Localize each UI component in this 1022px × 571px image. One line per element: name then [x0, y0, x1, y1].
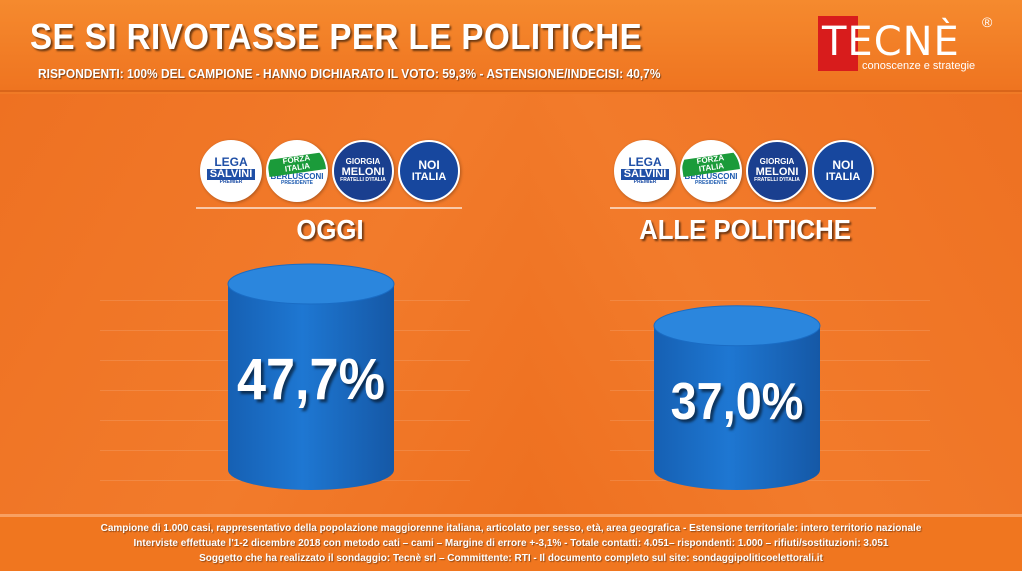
- footer-line-2: Interviste effettuate l'1-2 dicembre 201…: [133, 538, 889, 549]
- lega-salvini-logo: LEGA SALVINI PREMIER: [200, 140, 262, 202]
- logo-red-block: [818, 16, 858, 71]
- tecne-logo: TECNÈ ® conoscenze e strategie: [818, 14, 1003, 74]
- methodology-footer: Campione di 1.000 casi, rappresentativo …: [0, 514, 1022, 571]
- cylinder-body: [654, 325, 820, 490]
- footer-line-1: Campione di 1.000 casi, rappresentativo …: [100, 523, 922, 534]
- category-label-alle-politiche: ALLE POLITICHE: [639, 214, 851, 245]
- noi-con-italia-logo: NOI ITALIA: [812, 140, 874, 202]
- separator-alle-politiche: [610, 207, 876, 209]
- forza-italia-berlusconi-logo: FORZA ITALIA BERLUSCONI PRESIDENTE: [266, 140, 328, 202]
- cylinder-top: [227, 263, 395, 305]
- party-logos-alle-politiche: LEGA SALVINI PREMIER FORZA ITALIA BERLUSCONI…: [614, 140, 876, 206]
- value-label-oggi: 47,7%: [236, 346, 386, 412]
- cylinder-body: [228, 283, 394, 490]
- logo-word: TECNÈ: [822, 19, 960, 65]
- page-subtitle: RISPONDENTI: 100% DEL CAMPIONE - HANNO D…: [38, 66, 661, 81]
- party-logos-oggi: LEGA SALVINI PREMIER FORZA ITALIA BERLUSCONI…: [200, 140, 462, 206]
- forza-italia-berlusconi-logo: FORZA ITALIA BERLUSCONI PRESIDENTE: [680, 140, 742, 202]
- separator-oggi: [196, 207, 462, 209]
- lega-salvini-logo: LEGA SALVINI PREMIER: [614, 140, 676, 202]
- value-label-alle-politiche: 37,0%: [670, 373, 804, 432]
- page-title: SE SI RIVOTASSE PER LE POLITICHE: [30, 16, 643, 57]
- cylinder-bar-oggi: [227, 263, 395, 490]
- footer-line-3: Soggetto che ha realizzato il sondaggio:…: [199, 553, 823, 564]
- noi-con-italia-logo: NOI ITALIA: [398, 140, 460, 202]
- category-label-oggi: OGGI: [296, 214, 364, 245]
- logo-tagline: conoscenze e strategie: [862, 60, 976, 72]
- fratelli-italia-meloni-logo: GIORGIA MELONI FRATELLI D'ITALIA: [332, 140, 394, 202]
- cylinder-top: [653, 305, 821, 347]
- gridline: [610, 300, 930, 301]
- fratelli-italia-meloni-logo: GIORGIA MELONI FRATELLI D'ITALIA: [746, 140, 808, 202]
- header-bar: SE SI RIVOTASSE PER LE POLITICHE RISPOND…: [0, 0, 1022, 92]
- cylinder-bar-alle-politiche: [653, 305, 821, 490]
- logo-registered-mark: ®: [982, 14, 993, 30]
